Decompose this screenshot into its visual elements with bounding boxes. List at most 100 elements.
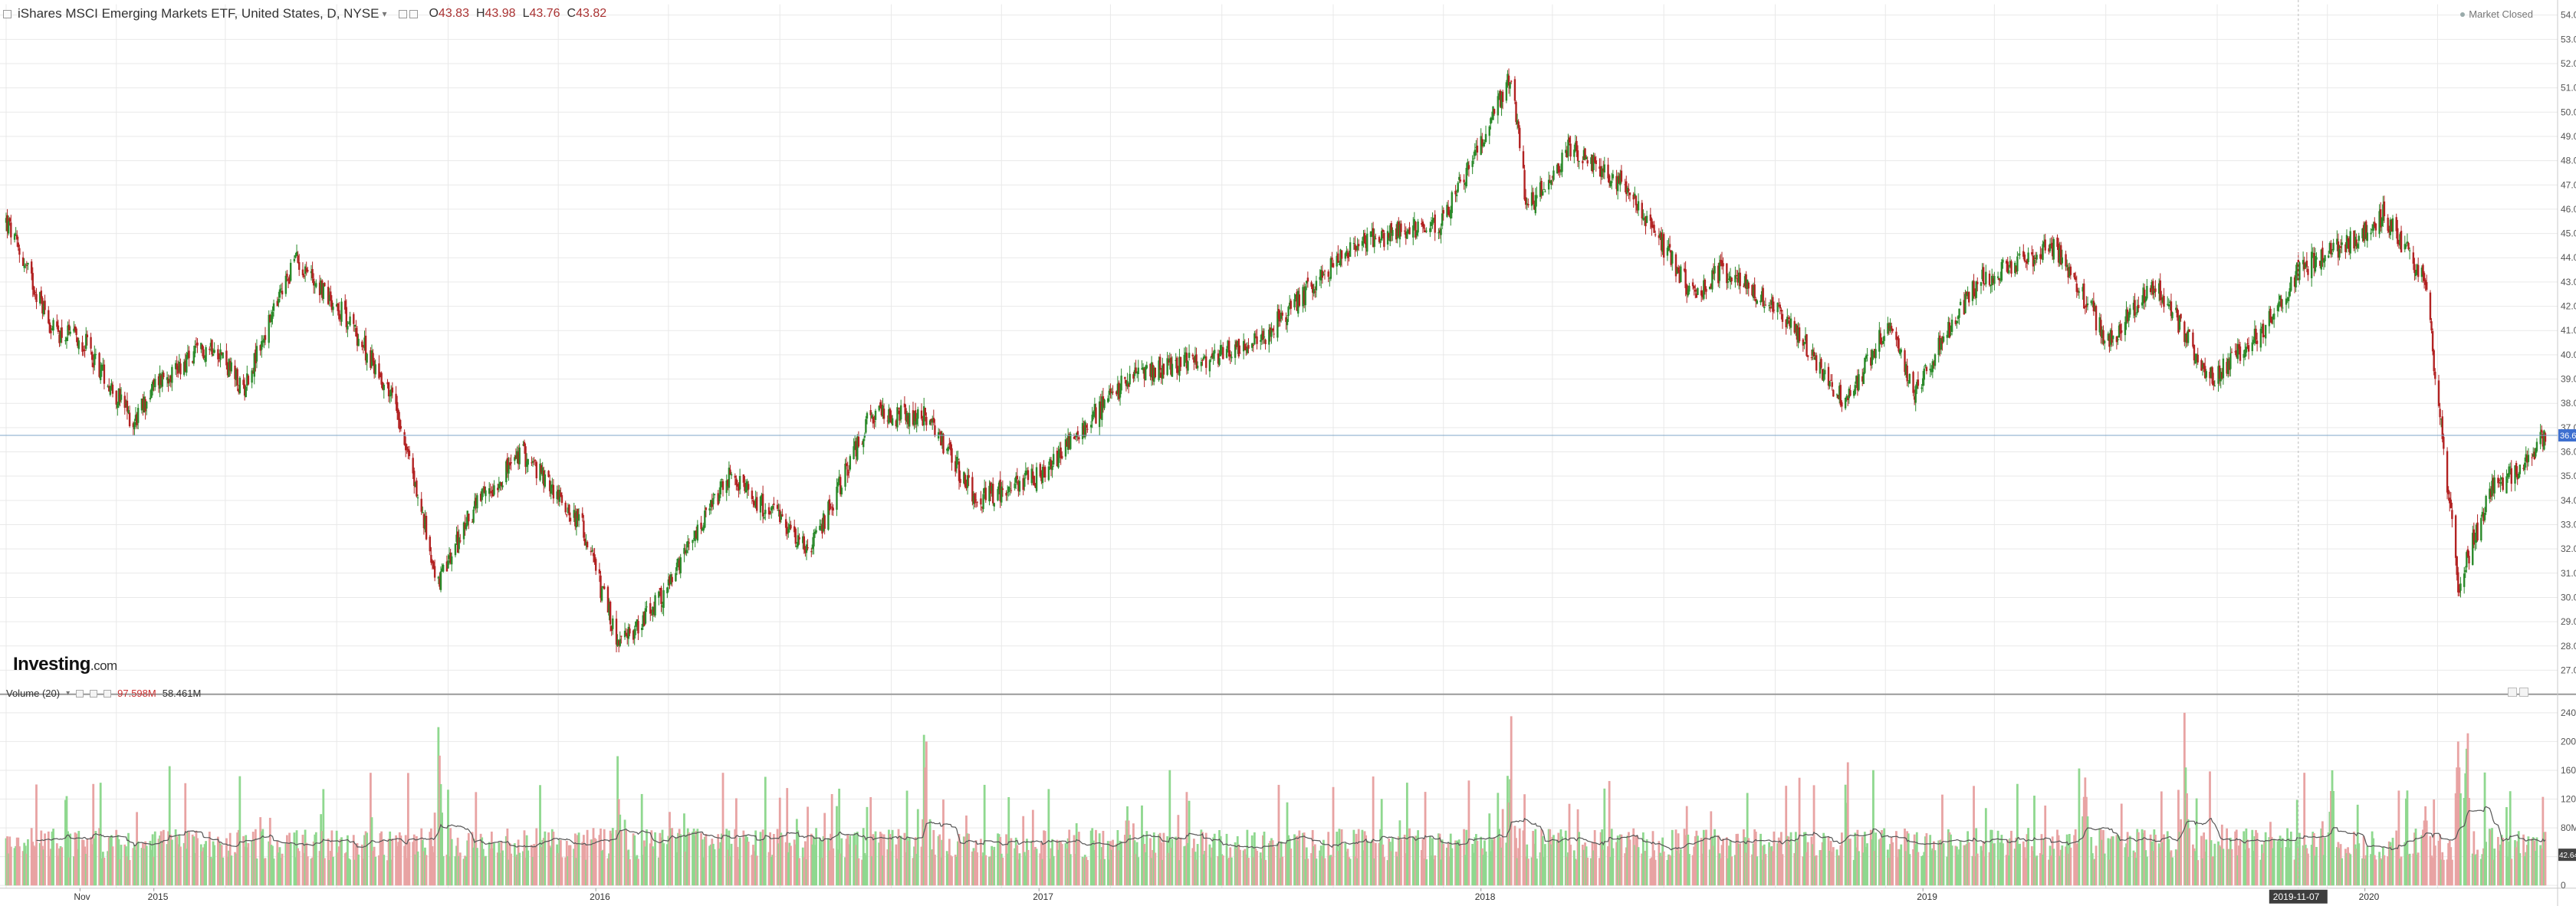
volume-bar <box>2141 829 2144 886</box>
volume-bar <box>523 830 526 886</box>
candle-body <box>753 501 756 506</box>
volume-bar <box>2532 837 2535 886</box>
price-tick-label: 38.00 <box>2561 398 2576 409</box>
volume-bar <box>853 835 855 886</box>
close-icon[interactable] <box>104 689 112 698</box>
volume-bar <box>1729 840 1732 886</box>
candle-body <box>2102 330 2104 344</box>
candle-body <box>1881 340 1884 344</box>
candle-body <box>793 526 796 533</box>
volume-bar <box>1254 848 1257 886</box>
volume-bar <box>836 849 840 886</box>
candle-body <box>735 478 738 485</box>
candle-body <box>2339 246 2342 248</box>
volume-bar <box>660 837 662 886</box>
volume-bar <box>1593 830 1596 886</box>
candle-body <box>2532 454 2535 457</box>
candle-body <box>174 363 177 369</box>
candle-body <box>1624 184 1626 185</box>
volume-bar <box>2203 852 2206 886</box>
candle-body <box>2048 248 2050 252</box>
candle-body <box>335 304 338 307</box>
hide-icon[interactable] <box>409 9 419 18</box>
volume-bar <box>1820 850 1822 886</box>
candle-body <box>1194 355 1197 360</box>
candle-body <box>1413 219 1416 228</box>
volume-bar <box>1235 849 1238 886</box>
candle-body <box>432 561 435 569</box>
candle-body <box>593 554 596 563</box>
volume-bar <box>1382 857 1385 886</box>
candle-body <box>1779 304 1782 309</box>
volume-bar <box>2517 831 2520 886</box>
volume-bar <box>1710 811 1713 886</box>
candle-body <box>2305 264 2307 268</box>
candle-body <box>832 507 834 510</box>
volume-bar <box>441 812 443 886</box>
candle-body <box>17 242 19 248</box>
volume-title[interactable]: Volume (20) <box>6 688 61 699</box>
candle-body <box>1530 192 1533 206</box>
volume-bar <box>2321 821 2324 886</box>
candle-body <box>2184 333 2187 343</box>
volume-bar <box>1704 837 1707 886</box>
volume-bar <box>1031 809 1034 886</box>
volume-bar <box>508 859 510 886</box>
close-panel-icon[interactable] <box>2519 688 2528 697</box>
volume-bar <box>2065 834 2068 886</box>
candle-body <box>1517 121 1520 128</box>
candle-body <box>1484 133 1487 143</box>
logo-domain: .com <box>90 658 117 673</box>
candle-body <box>1611 181 1613 183</box>
candle-body <box>866 412 869 419</box>
volume-bar <box>30 828 33 886</box>
candle-body <box>2355 239 2358 247</box>
volume-bar <box>2515 847 2518 886</box>
settings-icon[interactable] <box>399 9 408 18</box>
candle-body <box>1770 300 1773 305</box>
candle-body <box>2429 292 2432 320</box>
ohlc-low: L43.76 <box>522 7 560 20</box>
candle-body <box>437 576 440 579</box>
maximize-panel-icon[interactable] <box>2508 688 2517 697</box>
candle-body <box>2361 228 2364 238</box>
candle-body <box>1287 307 1290 317</box>
candle-body <box>2034 257 2037 259</box>
candle-body <box>2222 358 2225 379</box>
candle-body <box>1256 336 1258 344</box>
volume-bar <box>2516 841 2519 886</box>
volume-bar <box>1123 835 1126 886</box>
price-tick-label: 49.00 <box>2561 131 2576 142</box>
volume-bar <box>949 855 952 886</box>
candle-body <box>219 349 222 360</box>
settings-icon[interactable] <box>76 689 84 698</box>
chevron-down-icon[interactable]: ▾ <box>382 8 387 19</box>
volume-bar <box>2144 850 2147 886</box>
volume-bar <box>558 839 561 886</box>
candle-body <box>1490 117 1493 120</box>
volume-bar <box>1908 854 1911 886</box>
instrument-title[interactable]: iShares MSCI Emerging Markets ETF, Unite… <box>18 6 380 21</box>
volume-bar <box>422 851 426 886</box>
chevron-down-icon[interactable]: ▾ <box>66 689 71 698</box>
collapse-icon[interactable] <box>3 9 12 18</box>
volume-bar <box>1844 784 1847 886</box>
volume-bar <box>2108 859 2111 886</box>
candle-body <box>2194 359 2196 364</box>
volume-bar <box>467 832 470 886</box>
volume-bar <box>2497 836 2499 886</box>
candle-body <box>493 485 495 495</box>
hide-icon[interactable] <box>90 689 98 698</box>
volume-bar <box>2312 833 2315 886</box>
candle-body <box>2405 245 2407 247</box>
candle-body <box>909 412 911 427</box>
candle-body <box>627 626 630 639</box>
candle-body <box>920 410 923 419</box>
volume-bar <box>1076 841 1079 886</box>
candle-body <box>2407 242 2410 250</box>
candle-body <box>2229 353 2232 369</box>
candle-body <box>1372 228 1375 248</box>
candle-body <box>90 336 92 349</box>
candle-body <box>374 364 376 375</box>
